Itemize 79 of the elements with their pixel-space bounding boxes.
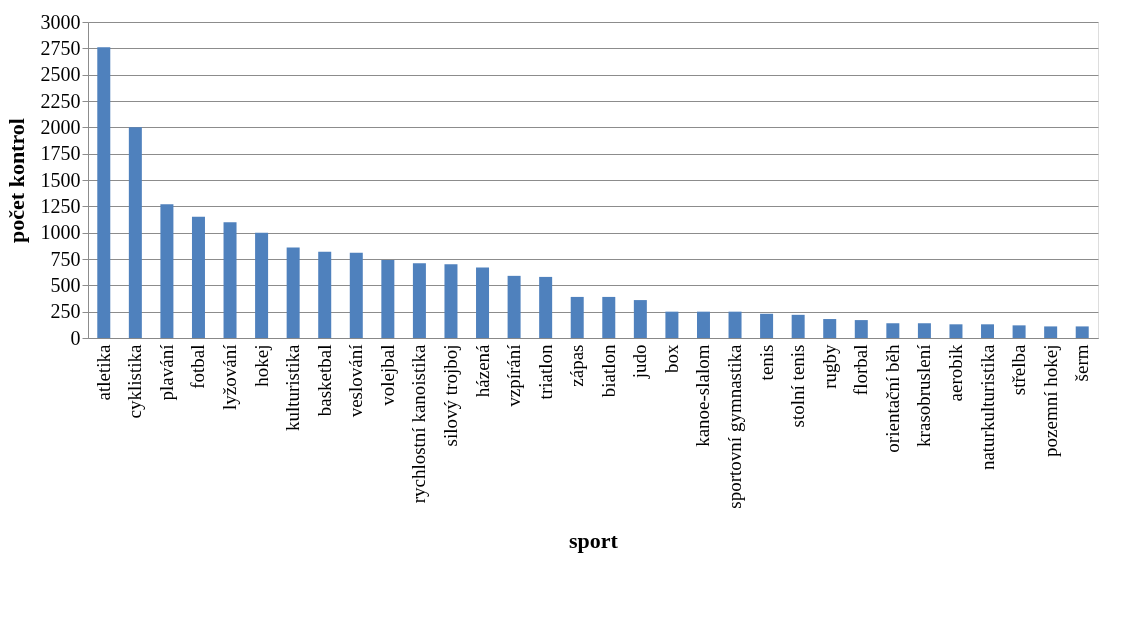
bar bbox=[602, 296, 616, 338]
x-tick-label: judo bbox=[629, 344, 651, 380]
bar bbox=[97, 47, 111, 338]
bar bbox=[791, 314, 805, 338]
bar bbox=[633, 300, 647, 338]
bar bbox=[854, 320, 868, 338]
x-tick-label: aerobik bbox=[944, 344, 966, 402]
x-tick-label: krasobruslení bbox=[913, 343, 935, 447]
x-tick-label: zápas bbox=[566, 344, 588, 387]
bar bbox=[1044, 326, 1058, 338]
x-tick-label: lyžování bbox=[219, 343, 241, 410]
x-tick-label: tenis bbox=[755, 344, 777, 381]
y-axis-title: počet kontrol bbox=[3, 118, 29, 243]
x-tick-label: orientační běh bbox=[881, 344, 903, 453]
x-tick-label: cyklistika bbox=[124, 343, 146, 419]
y-tick-label: 1750 bbox=[40, 142, 81, 165]
y-tick-label: 750 bbox=[50, 247, 81, 270]
bar bbox=[981, 324, 995, 338]
x-tick-label: atletika bbox=[92, 343, 114, 401]
x-tick-label: pozemní hokej bbox=[1039, 344, 1061, 457]
bar bbox=[223, 222, 237, 338]
bar bbox=[760, 313, 774, 338]
bar bbox=[381, 260, 395, 338]
bar bbox=[349, 252, 363, 338]
x-axis-title: sport bbox=[569, 527, 619, 553]
bar bbox=[476, 267, 490, 338]
y-tick-label: 500 bbox=[50, 273, 81, 296]
bar bbox=[412, 263, 426, 338]
x-tick-label: box bbox=[660, 344, 682, 373]
x-tick-label: šerm bbox=[1071, 344, 1093, 382]
bar bbox=[1075, 326, 1089, 338]
y-tick-label: 2750 bbox=[40, 36, 81, 59]
bar bbox=[318, 251, 332, 338]
bar bbox=[539, 276, 553, 338]
x-tick-label: vzpírání bbox=[503, 343, 525, 407]
x-tick-label: naturkulturistika bbox=[976, 343, 998, 471]
y-tick-label: 2250 bbox=[40, 89, 81, 112]
y-tick-label: 2500 bbox=[40, 63, 81, 86]
y-tick-label: 1250 bbox=[40, 194, 81, 217]
y-tick-label: 0 bbox=[70, 326, 81, 349]
x-tick-label: biatlon bbox=[597, 344, 619, 398]
x-tick-label: volejbal bbox=[376, 344, 398, 406]
x-tick-label: veslování bbox=[345, 343, 367, 418]
bar bbox=[444, 264, 458, 338]
x-tick-label: střelba bbox=[1008, 343, 1030, 396]
x-tick-label: házená bbox=[471, 343, 493, 398]
x-tick-label: kulturistika bbox=[282, 343, 304, 432]
bar bbox=[160, 204, 174, 338]
bar bbox=[191, 216, 205, 338]
x-tick-label: sportovní gymnastika bbox=[724, 343, 746, 509]
bar bbox=[949, 324, 963, 338]
x-tick-label: basketbal bbox=[313, 344, 335, 417]
y-tick-label: 1000 bbox=[40, 221, 81, 244]
x-tick-label: hokej bbox=[250, 344, 272, 387]
bar bbox=[917, 323, 931, 338]
bar bbox=[886, 323, 900, 338]
x-tick-label: triatlon bbox=[534, 344, 556, 400]
bar bbox=[128, 127, 142, 338]
bar bbox=[696, 311, 710, 338]
bar bbox=[665, 311, 679, 338]
x-tick-label: kanoe-slalom bbox=[692, 344, 714, 447]
bar bbox=[255, 232, 269, 338]
bar bbox=[570, 296, 584, 338]
bar bbox=[507, 275, 521, 338]
y-tick-label: 2000 bbox=[40, 115, 81, 138]
x-tick-label: florbal bbox=[850, 344, 872, 396]
bar bbox=[1012, 325, 1026, 338]
x-tick-label: stolní tenis bbox=[787, 344, 809, 428]
x-tick-label: rychlostní kanoistika bbox=[408, 343, 430, 504]
y-tick-label: 3000 bbox=[40, 10, 81, 33]
x-tick-label: silový trojboj bbox=[439, 344, 461, 447]
y-tick-label: 1500 bbox=[40, 168, 81, 191]
bar bbox=[728, 311, 742, 338]
bar bbox=[286, 247, 300, 338]
x-tick-label: rugby bbox=[818, 344, 840, 389]
bar bbox=[823, 319, 837, 338]
x-tick-label: plavání bbox=[155, 343, 177, 401]
x-tick-label: fotbal bbox=[187, 344, 209, 389]
y-tick-label: 250 bbox=[50, 300, 81, 323]
